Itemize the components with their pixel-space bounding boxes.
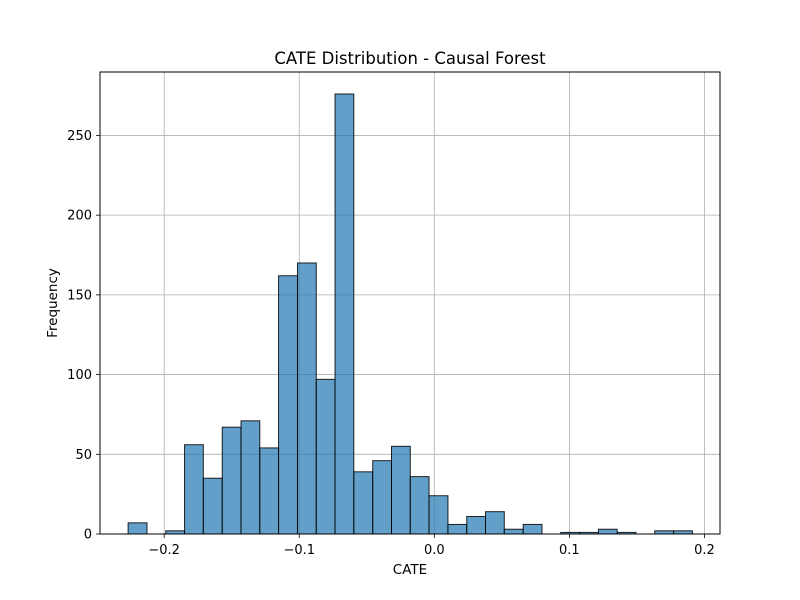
x-tick-label: −0.1 bbox=[283, 543, 315, 558]
plot-area-frame bbox=[99, 71, 721, 535]
chart-title: CATE Distribution - Causal Forest bbox=[274, 49, 546, 68]
y-axis-ticks: 0 50 100 150 200 250 bbox=[67, 129, 100, 543]
x-tick-label: −0.2 bbox=[148, 543, 180, 558]
histogram-bar bbox=[221, 426, 242, 535]
histogram-bars bbox=[127, 93, 693, 535]
histogram-bar bbox=[353, 471, 374, 535]
histogram-bar bbox=[240, 420, 261, 535]
histogram-bar bbox=[315, 378, 336, 535]
histogram-bar bbox=[485, 511, 505, 535]
histogram-bar bbox=[372, 460, 392, 535]
histogram-bar bbox=[278, 275, 298, 535]
y-tick-label: 50 bbox=[75, 448, 92, 463]
histogram-bar bbox=[597, 528, 618, 535]
histogram-bar bbox=[296, 262, 317, 535]
histogram-bar bbox=[503, 528, 524, 535]
y-tick-label: 250 bbox=[67, 129, 92, 144]
y-tick-label: 100 bbox=[67, 368, 92, 383]
histogram-bar bbox=[184, 444, 204, 535]
x-axis-label: CATE bbox=[393, 562, 427, 578]
x-tick-label: 0.1 bbox=[559, 543, 580, 558]
y-tick-label: 150 bbox=[67, 288, 92, 303]
y-axis-label: Frequency bbox=[45, 268, 61, 338]
histogram-bar bbox=[428, 495, 449, 535]
histogram-bar bbox=[390, 445, 411, 535]
histogram-bar bbox=[466, 515, 487, 535]
histogram-bar bbox=[259, 447, 280, 535]
histogram-bar bbox=[334, 93, 355, 535]
histogram-bar bbox=[447, 523, 468, 535]
histogram-bar bbox=[127, 522, 148, 535]
histogram-bar bbox=[522, 523, 543, 535]
y-tick-label: 200 bbox=[67, 209, 92, 224]
x-axis-ticks: −0.2 −0.1 0.0 0.1 0.2 bbox=[148, 534, 715, 558]
histogram-bar bbox=[409, 476, 430, 535]
x-tick-label: 0.2 bbox=[694, 543, 715, 558]
x-tick-label: 0.0 bbox=[424, 543, 445, 558]
histogram-bar bbox=[202, 477, 223, 535]
y-tick-label: 0 bbox=[84, 528, 92, 543]
